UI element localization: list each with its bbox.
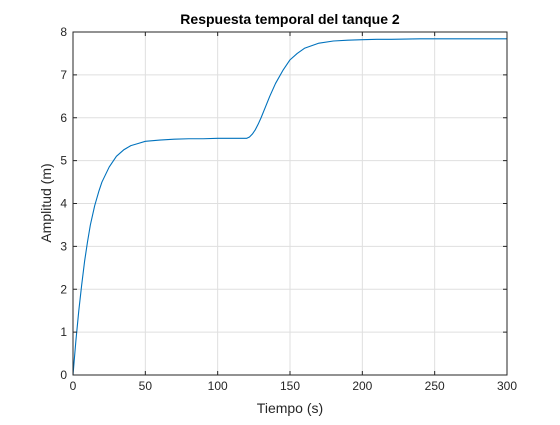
y-tick-label: 2 bbox=[60, 282, 67, 296]
y-tick-label: 6 bbox=[60, 111, 67, 125]
x-tick-label: 0 bbox=[70, 379, 77, 393]
x-tick-label: 250 bbox=[425, 379, 445, 393]
x-tick-label: 300 bbox=[497, 379, 517, 393]
ticks bbox=[72, 31, 508, 376]
y-tick-label: 1 bbox=[60, 325, 67, 339]
chart-title: Respuesta temporal del tanque 2 bbox=[180, 11, 400, 27]
plot-lines bbox=[72, 38, 508, 376]
y-tick-label: 5 bbox=[60, 154, 67, 168]
x-tick-label: 150 bbox=[280, 379, 300, 393]
y-tick-label: 4 bbox=[60, 197, 67, 211]
y-tick-label: 7 bbox=[60, 68, 67, 82]
series-line bbox=[72, 38, 508, 376]
x-axis-label: Tiempo (s) bbox=[257, 400, 323, 416]
y-tick-label: 8 bbox=[60, 25, 67, 39]
y-tick-label: 3 bbox=[60, 239, 67, 253]
x-tick-label: 50 bbox=[139, 379, 153, 393]
x-tick-label: 200 bbox=[352, 379, 372, 393]
tick-labels: 0 50 100 150 200 250 300 0 1 2 3 4 5 6 7 8 bbox=[60, 25, 517, 393]
y-tick-label: 0 bbox=[60, 368, 67, 382]
grid bbox=[73, 32, 507, 375]
x-tick-label: 100 bbox=[208, 379, 228, 393]
y-axis-label: Amplitud (m) bbox=[38, 163, 54, 242]
